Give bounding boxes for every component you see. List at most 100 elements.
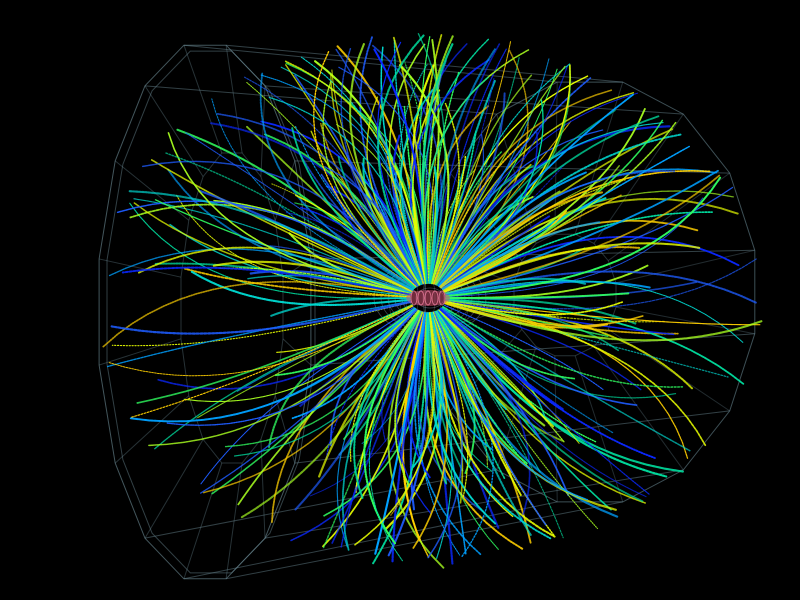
particle-track [435, 311, 508, 411]
particle-track [437, 109, 616, 287]
detector-back-spoke [607, 172, 730, 261]
particle-track [368, 311, 422, 562]
particle-track [349, 43, 421, 286]
particle-track [444, 270, 757, 304]
particle-track [445, 186, 734, 295]
detector-barrel-edge [225, 501, 623, 580]
particle-track [107, 305, 414, 377]
particle-track [439, 308, 565, 411]
particle-track [417, 33, 446, 284]
particle-track [313, 49, 417, 288]
particle-track [445, 298, 745, 386]
vertex-core-glow [406, 290, 450, 306]
particle-track [438, 308, 555, 428]
particle-track [441, 221, 601, 291]
particle-track [111, 301, 411, 347]
vertex-core-ring [438, 290, 446, 306]
particle-track [442, 306, 691, 452]
particle-track [259, 71, 415, 290]
detector-barrel-edge [144, 469, 497, 539]
particle-track [294, 74, 422, 286]
particle-track [317, 309, 420, 479]
detector-front-spoke [144, 439, 204, 539]
particle-track [130, 304, 413, 419]
particle-track [440, 178, 628, 289]
particle-track [322, 312, 426, 548]
vertex-core-ring [410, 290, 418, 306]
particle-track [363, 179, 423, 285]
particle-track [431, 311, 464, 504]
particle-track [110, 300, 412, 335]
particle-track [154, 304, 413, 450]
particle-track [411, 312, 442, 469]
particle-track [421, 43, 454, 284]
particle-track [435, 163, 532, 286]
particle-track [387, 311, 445, 569]
particle-track [445, 176, 722, 298]
particle-track [270, 297, 411, 317]
particle-track [121, 266, 412, 296]
particle-track [426, 312, 497, 525]
particle-track [436, 310, 599, 530]
particle-track [445, 197, 704, 298]
particle-track [442, 165, 620, 291]
detector-front-spoke [98, 258, 182, 278]
detector-back-spoke [554, 355, 558, 502]
particle-track [440, 195, 557, 288]
particle-track [430, 48, 507, 284]
particle-track [246, 81, 420, 286]
particle-track [291, 127, 416, 289]
particle-tracks [102, 33, 763, 569]
particle-track [437, 64, 569, 286]
particle-track [166, 309, 418, 426]
particle-track [441, 215, 551, 290]
particle-track [376, 41, 423, 285]
vertex-core-ring [424, 290, 432, 306]
particle-track [443, 246, 641, 293]
detector-barrel-edge [183, 501, 558, 580]
particle-track [445, 300, 675, 336]
particle-track [436, 310, 612, 511]
detector-front-second-ring [106, 50, 316, 574]
particle-track [331, 311, 424, 544]
particle-track [361, 312, 427, 445]
particle-track [219, 267, 411, 295]
particle-track [294, 310, 422, 511]
particle-track [440, 307, 615, 434]
particle-track [374, 311, 427, 555]
detector-front-spoke [114, 160, 190, 221]
detector-front-spoke [183, 45, 223, 154]
detector-back-spoke [574, 355, 624, 503]
particle-track [444, 301, 763, 342]
particle-track [267, 304, 414, 448]
particle-track [436, 122, 664, 286]
particle-track [444, 302, 644, 327]
particle-track [128, 190, 414, 291]
detector-back-spoke [615, 249, 755, 284]
particle-track [106, 300, 411, 368]
particle-track [335, 48, 426, 284]
particle-track [165, 152, 415, 290]
particle-track [428, 312, 556, 538]
particle-track [433, 311, 548, 527]
particle-track [354, 312, 436, 546]
particle-track [309, 312, 427, 497]
detector-front-spoke [274, 160, 296, 221]
particle-track [442, 306, 684, 388]
particle-track [398, 64, 450, 285]
particle-track [437, 309, 668, 478]
particle-track [407, 153, 427, 284]
particle-track [137, 246, 413, 293]
vertex-core-ring [417, 290, 425, 306]
detector-front-spoke [183, 462, 223, 579]
particle-track [102, 280, 411, 348]
particle-track [404, 62, 430, 284]
detector-barrel-edge [294, 410, 730, 464]
particle-track [237, 308, 417, 506]
particle-track [386, 155, 424, 285]
particle-track [436, 310, 564, 539]
detector-front-spoke [282, 338, 312, 366]
particle-track [243, 76, 422, 285]
particle-track [432, 77, 495, 284]
particle-track [432, 40, 512, 285]
